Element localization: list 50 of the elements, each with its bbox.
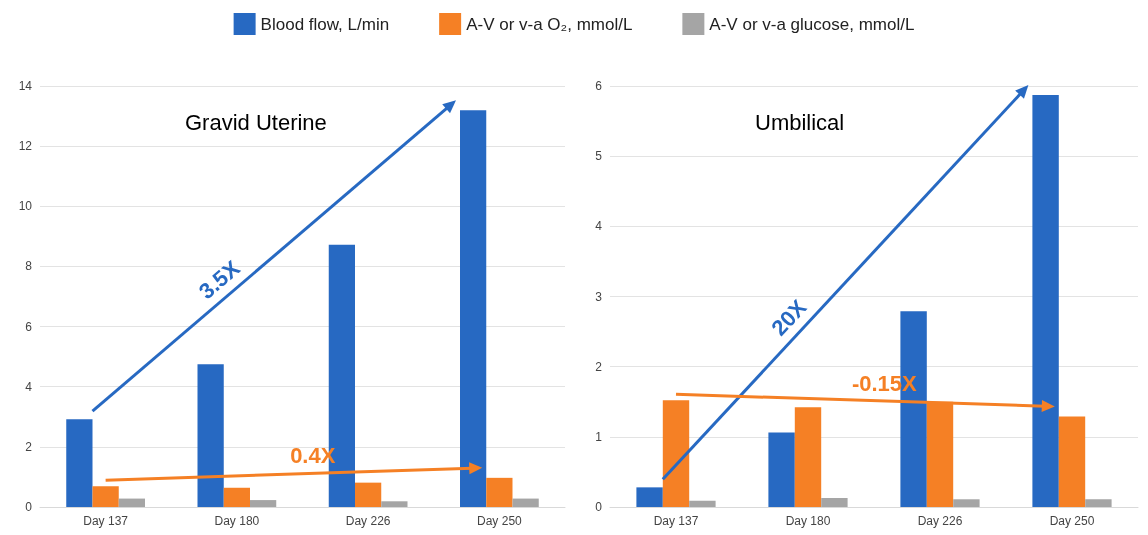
- y-tick-label: 12: [18, 139, 33, 154]
- bar: [768, 432, 795, 507]
- x-tick-label: Day 180: [214, 514, 260, 528]
- x-tick-label: Day 137: [83, 514, 129, 528]
- bar: [926, 401, 954, 507]
- bar: [689, 500, 716, 507]
- y-tick-label: 6: [595, 79, 603, 93]
- x-tick-label: Day 250: [1049, 514, 1095, 528]
- y-tick-label: 2: [25, 439, 33, 454]
- bar: [1085, 499, 1112, 507]
- x-tick-label: Day 226: [345, 514, 391, 528]
- legend-label: A-V or v-a O₂, mmol/L: [466, 14, 633, 34]
- bar: [953, 499, 980, 507]
- y-tick-label: 3: [595, 289, 603, 304]
- text: Umbilical: [755, 109, 845, 135]
- bar: [636, 487, 663, 507]
- legend-label: Blood flow, L/min: [260, 14, 390, 34]
- bar: [92, 486, 119, 507]
- y-tick-label: 5: [595, 149, 603, 164]
- x-tick-label: Day 226: [917, 514, 963, 528]
- y-tick-label: 0: [595, 500, 603, 514]
- x-tick-label: Day 250: [477, 514, 523, 528]
- bar: [460, 110, 487, 507]
- y-tick-label: 1: [595, 429, 603, 444]
- y-tick-label: 10: [18, 199, 33, 214]
- bar: [1058, 416, 1086, 507]
- y-tick-label: 14: [18, 79, 33, 93]
- bar: [381, 501, 408, 507]
- bar: [197, 364, 224, 507]
- y-tick-label: 4: [595, 219, 603, 234]
- x-tick-label: Day 180: [785, 514, 831, 528]
- bar: [821, 497, 848, 507]
- bar: [512, 498, 539, 507]
- y-tick-label: 8: [25, 259, 33, 274]
- legend-label: A-V or v-a glucose, mmol/L: [709, 14, 915, 34]
- y-tick-label: 4: [25, 379, 33, 394]
- x-tick-label: Day 137: [653, 514, 699, 528]
- bar: [794, 407, 822, 507]
- bar: [486, 477, 513, 507]
- bar: [1032, 95, 1059, 507]
- y-tick-label: 2: [595, 359, 603, 374]
- bar: [66, 419, 93, 507]
- bar: [118, 498, 145, 507]
- bar: [355, 482, 382, 507]
- bar: [662, 400, 690, 507]
- y-tick-label: 0: [25, 500, 33, 514]
- y-tick-label: 6: [25, 319, 33, 334]
- text: Gravid Uterine: [185, 109, 327, 135]
- bar: [223, 487, 250, 507]
- bar: [250, 500, 277, 507]
